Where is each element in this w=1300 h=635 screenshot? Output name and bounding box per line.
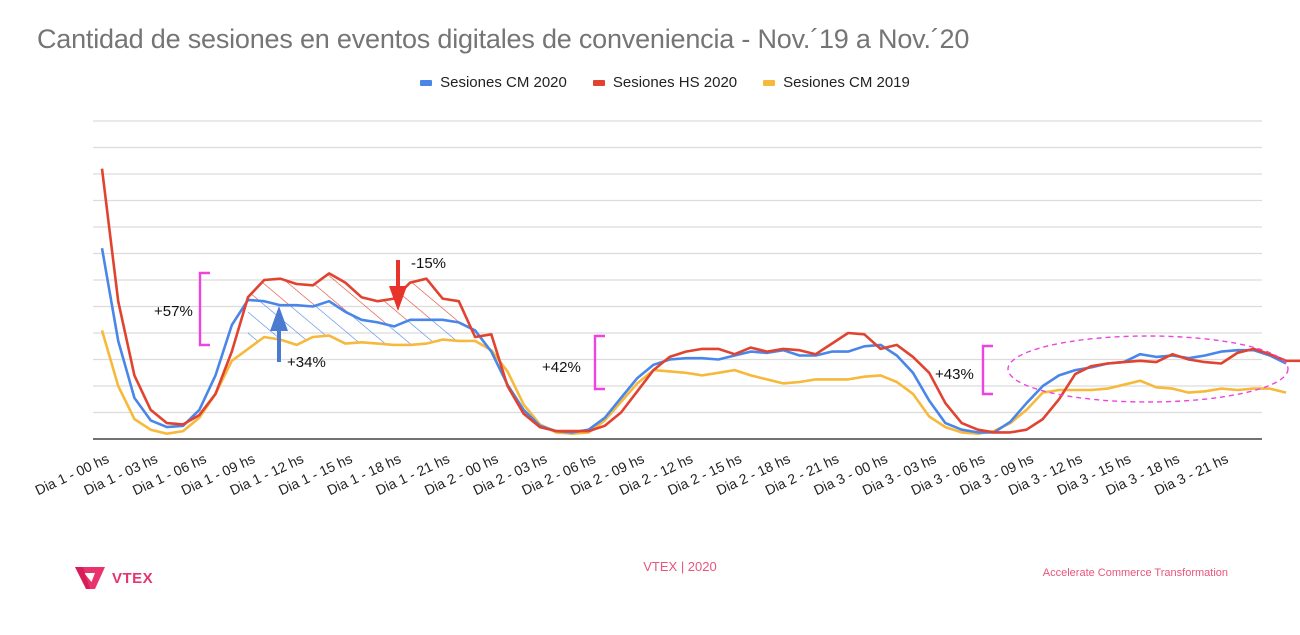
legend-label-cm-2019: Sesiones CM 2019 <box>783 74 910 91</box>
chart-title: Cantidad de sesiones en eventos digitale… <box>37 24 970 54</box>
annotation-label-43: +43% <box>935 366 974 383</box>
legend-item-cm-2020[interactable]: Sesiones CM 2020 <box>420 74 567 91</box>
series-line-hs-2020 <box>100 168 1300 434</box>
legend-swatch-cm-2019 <box>763 79 776 86</box>
series-line-cm-2019 <box>100 330 1287 436</box>
legend-swatch-cm-2020 <box>420 79 433 86</box>
vtex-logo-icon <box>75 567 105 589</box>
legend-item-hs-2020[interactable]: Sesiones HS 2020 <box>592 74 738 91</box>
arrow-down-15-head <box>389 286 407 311</box>
arrow-up-34-head <box>270 306 288 331</box>
bracket-42 <box>593 334 605 391</box>
footer-tagline: Accelerate Commerce Transformation <box>1042 567 1228 579</box>
series-lines <box>100 168 1300 436</box>
annotation-label-57: +57% <box>154 303 193 320</box>
legend-label-hs-2020: Sesiones HS 2020 <box>612 74 738 91</box>
annotations: +57% +34% -15% +42% +43% <box>154 255 1289 403</box>
vtex-logo: VTEX <box>73 565 153 591</box>
highlight-ellipse <box>1007 335 1289 403</box>
vtex-logo-text: VTEX <box>112 569 154 587</box>
footer-center-text: VTEX | 2020 <box>643 559 717 574</box>
bracket-43 <box>981 344 993 396</box>
legend-label-cm-2020: Sesiones CM 2020 <box>440 74 567 91</box>
legend: Sesiones CM 2020 Sesiones HS 2020 Sesion… <box>0 74 1300 91</box>
legend-item-cm-2019[interactable]: Sesiones CM 2019 <box>763 74 910 91</box>
annotation-label-34: +34% <box>287 354 326 371</box>
annotation-label-15: -15% <box>411 255 446 272</box>
hatch-region-cm-growth <box>247 299 459 349</box>
annotation-label-42: +42% <box>542 359 581 376</box>
bracket-57 <box>198 271 210 347</box>
legend-swatch-hs-2020 <box>592 79 605 86</box>
